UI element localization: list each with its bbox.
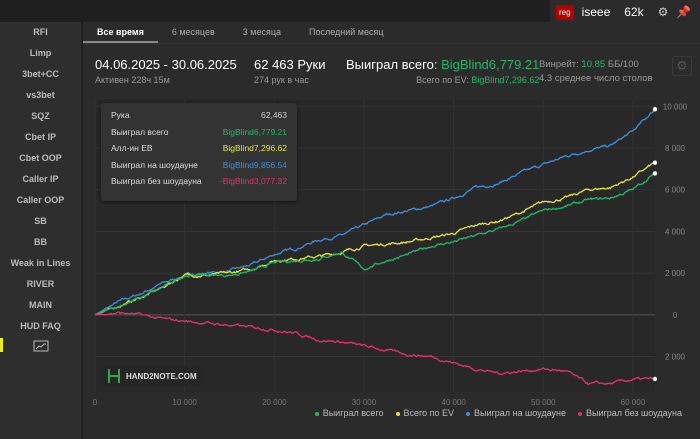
x-tick-label: 50 000	[531, 398, 556, 406]
x-tick-label: 40 000	[441, 398, 466, 406]
hand2note-logo: HAND2NOTE.COM	[101, 366, 203, 386]
sidebar-item[interactable]: Cbet OOP	[19, 153, 62, 163]
x-tick-label: 30 000	[352, 398, 377, 406]
ev-value: BigBlind7,296.62	[471, 75, 540, 85]
sidebar-item[interactable]: Caller OOP	[16, 195, 65, 205]
sidebar-item[interactable]: Caller IP	[22, 174, 59, 184]
hands-per-hour: 274 рук в час	[254, 75, 309, 85]
sidebar-item[interactable]: 3bet+CC	[22, 69, 59, 79]
tab-period[interactable]: 3 месяца	[242, 27, 281, 37]
tab-period[interactable]: Все время	[83, 22, 158, 43]
tooltip-label: Алл-ин EB	[111, 143, 153, 153]
reg-badge: reg	[556, 4, 574, 20]
tooltip-value: -BigBlind3,077.32	[219, 176, 287, 186]
tooltip-value: BigBlind6,779.21	[222, 126, 287, 137]
x-tick-label: 0	[93, 398, 98, 406]
sidebar-item[interactable]: RIVER	[26, 279, 55, 289]
title-bar	[0, 0, 700, 22]
winrate-label: Винрейт:	[539, 59, 579, 70]
avg-tables: 4.3 среднее число столов	[539, 73, 653, 84]
tooltip-label: Выиграл без шоудауна	[111, 176, 202, 186]
sidebar-item[interactable]: Limp	[29, 48, 52, 58]
hand-count: 62k	[624, 5, 644, 19]
won-value: BigBlind6,779.21	[441, 57, 540, 72]
gear-icon[interactable]: ⚙	[657, 5, 669, 19]
sidebar-item[interactable]: HUD FAQ	[20, 321, 61, 331]
tooltip-label: Выиграл всего	[111, 126, 169, 137]
series-end-point	[652, 160, 658, 165]
hands-total: 62 463 Руки	[254, 57, 326, 72]
legend-label: Выиграл без шоудауна	[586, 408, 682, 418]
legend-item[interactable]: Выиграл без шоудауна	[578, 408, 682, 418]
series-end-point	[652, 171, 658, 176]
sidebar-item[interactable]: vs3bet	[26, 90, 55, 100]
sidebar-item[interactable]: SB	[34, 216, 47, 226]
chart-settings-button[interactable]: ⚙	[672, 56, 692, 76]
tooltip-value: 62,463	[261, 110, 287, 120]
sidebar-item[interactable]: SQZ	[31, 111, 50, 121]
chart-icon[interactable]	[0, 339, 81, 357]
series-line	[94, 162, 656, 316]
series-end-point	[652, 376, 658, 382]
chart-legend: Выиграл всего Всего по EV Выиграл на шоуда…	[314, 408, 682, 418]
tooltip-row: Алл-ин EB BigBlind7,296.62	[111, 143, 287, 160]
date-range: 04.06.2025 - 30.06.2025	[95, 57, 237, 72]
legend-item[interactable]: Выиграл на шоудауне	[466, 408, 566, 418]
tooltip-label: Рука	[111, 110, 130, 120]
y-tick-label: 10 000	[663, 102, 688, 111]
y-tick-label: 8 000	[665, 144, 686, 153]
chart-tooltip: Рука 62,463 Выиграл всего BigBlind6,779.21 А…	[101, 103, 297, 201]
tab-period[interactable]: Последний месяц	[309, 27, 384, 37]
legend-dot	[578, 411, 582, 416]
logo-text: HAND2NOTE.COM	[126, 371, 197, 381]
legend-dot	[395, 411, 400, 416]
stats-summary: 04.06.2025 - 30.06.2025 Активен 228ч 15м …	[95, 57, 700, 93]
period-tabs: Все время 6 месяцев 3 месяца Последний меся…	[83, 22, 700, 44]
legend-label: Всего по EV	[403, 408, 455, 418]
gear-icon: ⚙	[676, 58, 688, 73]
sidebar: RFI Limp 3bet+CC vs3bet SQZ Cbet IP Cbet OOP Ca…	[0, 22, 82, 439]
x-tick-label: 10 000	[172, 398, 197, 406]
x-tick-label: 60 000	[621, 398, 646, 406]
sidebar-item[interactable]: Cbet IP	[24, 132, 56, 142]
legend-item[interactable]: Всего по EV	[395, 408, 455, 418]
y-tick-label: 6 000	[665, 186, 686, 195]
ev-label: Всего по EV:	[416, 75, 469, 85]
legend-item[interactable]: Выиграл всего	[314, 408, 384, 418]
winrate-value: 10.85	[581, 59, 606, 70]
won-label: Выиграл всего:	[346, 57, 438, 72]
sidebar-item[interactable]: RFI	[33, 27, 48, 37]
active-time: Активен 228ч 15м	[95, 75, 170, 85]
winrate-unit: ББ/100	[607, 59, 639, 70]
tooltip-value: BigBlind7,296.62	[222, 143, 287, 153]
player-panel: reg iseee 62k ⚙ 📌 ✕	[550, 0, 700, 24]
y-tick-label: 2 000	[665, 269, 686, 278]
y-tick-label: 4 000	[665, 227, 686, 236]
series-line	[95, 311, 656, 386]
legend-label: Выиграл на шоудауне	[474, 408, 566, 418]
sidebar-item[interactable]: MAIN	[29, 300, 52, 310]
x-tick-label: 20 000	[262, 398, 287, 406]
y-tick-label: 2 000	[665, 353, 686, 362]
tab-period[interactable]: 6 месяцев	[171, 27, 215, 37]
series-line	[94, 171, 656, 316]
legend-dot	[466, 411, 471, 416]
legend-label: Выиграл всего	[322, 408, 384, 418]
legend-dot	[314, 411, 319, 416]
series-end-point	[652, 107, 658, 112]
sidebar-item[interactable]: Weak in Lines	[10, 258, 71, 268]
tooltip-row: Выиграл на шоудауне BigBlind9,856.54	[111, 160, 287, 177]
tooltip-row: Рука 62,463	[111, 110, 287, 127]
player-name: iseee	[581, 5, 611, 19]
series-line	[94, 108, 656, 316]
pin-icon[interactable]: 📌	[676, 5, 692, 19]
tooltip-label: Выиграл на шоудауне	[111, 159, 198, 170]
sidebar-item[interactable]: BB	[34, 237, 47, 247]
active-indicator	[0, 338, 3, 352]
tooltip-row: Выиграл без шоудауна -BigBlind3,077.32	[111, 176, 287, 193]
tooltip-row: Выиграл всего BigBlind6,779.21	[111, 127, 287, 144]
y-tick-label: 0	[673, 311, 678, 320]
tooltip-value: BigBlind9,856.54	[222, 159, 287, 170]
